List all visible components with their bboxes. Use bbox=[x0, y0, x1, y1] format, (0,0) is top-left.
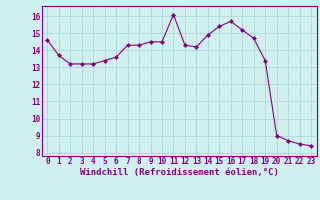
X-axis label: Windchill (Refroidissement éolien,°C): Windchill (Refroidissement éolien,°C) bbox=[80, 168, 279, 177]
